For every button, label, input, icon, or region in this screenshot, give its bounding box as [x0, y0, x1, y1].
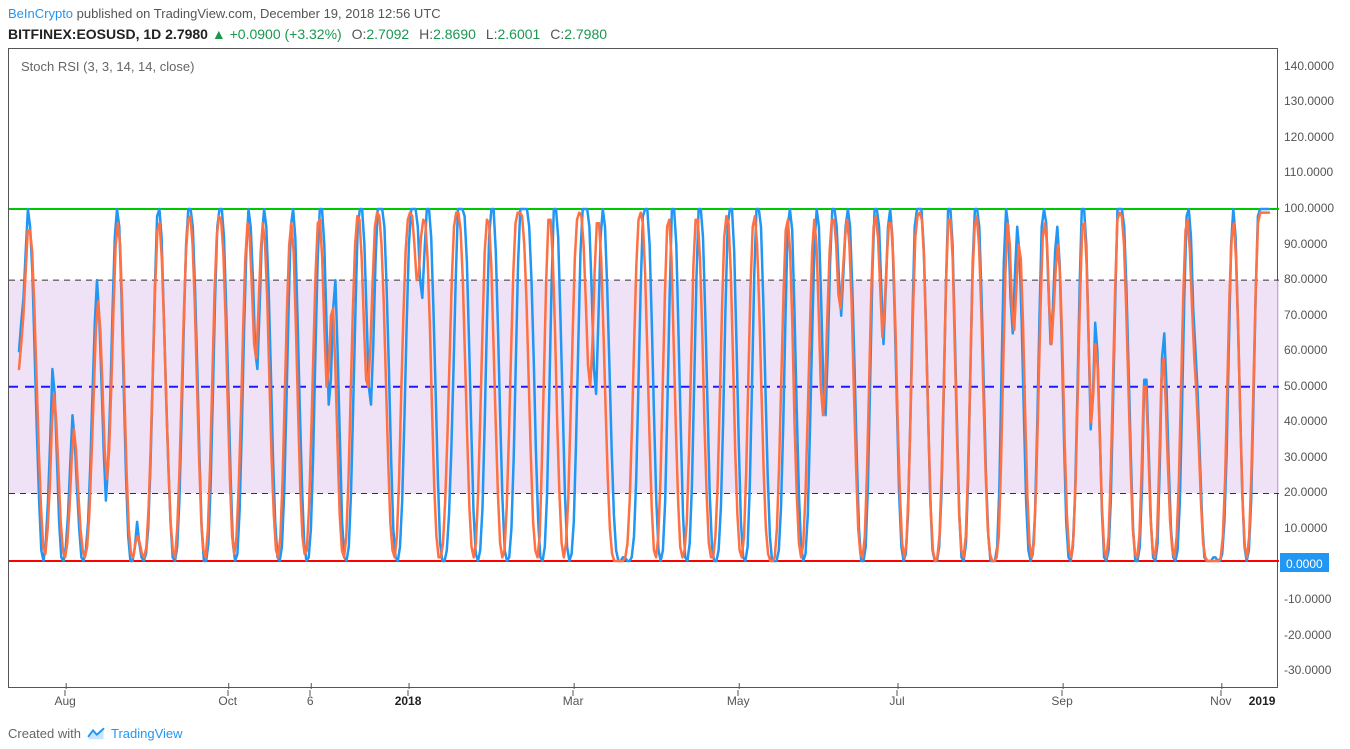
l-label: L: [486, 26, 498, 42]
x-tick: Sep [1051, 694, 1072, 708]
change-pct: (+3.32%) [285, 26, 342, 42]
publish-line: BeInCrypto published on TradingView.com,… [8, 6, 441, 21]
y-tick: 30.0000 [1284, 450, 1327, 464]
author: BeInCrypto [8, 6, 73, 21]
y-tick: -30.0000 [1284, 663, 1331, 677]
y-tick: 50.0000 [1284, 379, 1327, 393]
l-val: 2.6001 [498, 26, 541, 42]
last-price: 2.7980 [165, 26, 208, 42]
y-tick: -20.0000 [1284, 628, 1331, 642]
footer-prefix: Created with [8, 726, 81, 741]
x-tick: Jul [889, 694, 904, 708]
y-tick: 10.0000 [1284, 521, 1327, 535]
y-tick: 60.0000 [1284, 343, 1327, 357]
y-tick: 110.0000 [1284, 165, 1333, 179]
change-abs: +0.0900 [230, 26, 281, 42]
x-tick: 2018 [395, 694, 422, 708]
y-tick: 100.0000 [1284, 201, 1334, 215]
x-axis: Aug Oct 6 2018 Mar May Jul Sep Nov 2019 [8, 690, 1278, 714]
y-tick: 80.0000 [1284, 272, 1327, 286]
h-val: 2.8690 [433, 26, 476, 42]
x-tick: 6 [307, 694, 314, 708]
o-val: 2.7092 [366, 26, 409, 42]
publish-text: published on TradingView.com, December 1… [77, 6, 441, 21]
y-tick: 70.0000 [1284, 308, 1327, 322]
indicator-label: Stoch RSI (3, 3, 14, 14, close) [21, 59, 194, 74]
symbol: BITFINEX:EOSUSD, 1D [8, 26, 161, 42]
y-tick: 140.0000 [1284, 59, 1334, 73]
x-tick: May [727, 694, 750, 708]
c-label: C: [550, 26, 564, 42]
chart-svg [9, 49, 1279, 689]
c-val: 2.7980 [564, 26, 607, 42]
y-tick: 40.0000 [1284, 414, 1327, 428]
y-tick: -10.0000 [1284, 592, 1331, 606]
y-axis: -30.0000 -20.0000 -10.0000 0.0000 10.0000 20.… [1280, 48, 1348, 688]
y-tick: 20.0000 [1284, 485, 1327, 499]
footer: Created with TradingView [8, 726, 183, 741]
y-price-badge: 0.0000 [1280, 556, 1329, 572]
y-tick: 120.0000 [1284, 130, 1334, 144]
ohlc-line: BITFINEX:EOSUSD, 1D 2.7980 ▲ +0.0900 (+3… [8, 26, 607, 42]
x-tick: 2019 [1249, 694, 1276, 708]
up-arrow-icon: ▲ [212, 26, 226, 42]
footer-brand: TradingView [111, 726, 183, 741]
o-label: O: [352, 26, 367, 42]
h-label: H: [419, 26, 433, 42]
x-tick: Mar [563, 694, 584, 708]
y-tick: 130.0000 [1284, 94, 1334, 108]
x-tick: Aug [54, 694, 75, 708]
tradingview-icon [87, 727, 105, 741]
y-tick: 90.0000 [1284, 237, 1327, 251]
x-tick: Nov [1210, 694, 1231, 708]
x-tick: Oct [218, 694, 237, 708]
chart-area[interactable]: Stoch RSI (3, 3, 14, 14, close) [8, 48, 1278, 688]
